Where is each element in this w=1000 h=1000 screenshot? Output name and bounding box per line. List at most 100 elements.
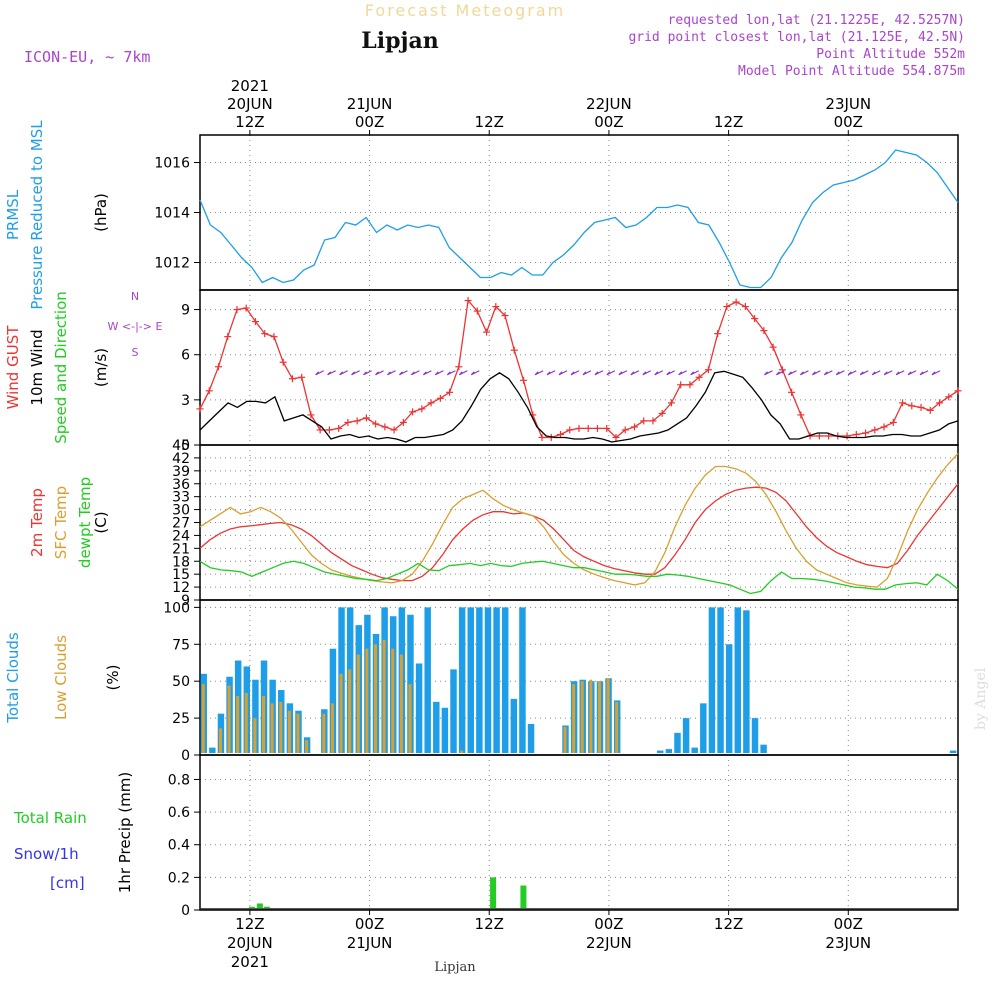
arrow-head: [582, 371, 587, 376]
wind-direction-arrow: [534, 370, 544, 376]
x-tick-label-bottom: 23JUN: [825, 934, 871, 952]
y-tick-label: 18: [172, 554, 190, 570]
wind-direction-arrow: [883, 370, 893, 376]
x-tick-label-top: 12Z: [235, 113, 264, 131]
x-tick-label-bottom: 00Z: [834, 915, 863, 933]
compass-we: W <-|-> E: [108, 320, 163, 333]
wind-direction-arrow: [823, 370, 833, 376]
total-clouds-bar: [527, 724, 535, 753]
low-clouds-bar: [382, 639, 386, 753]
wind-direction-arrow: [859, 370, 869, 376]
gust-marker: [483, 328, 491, 336]
gust-marker: [473, 307, 481, 315]
low-clouds-bar: [572, 684, 576, 753]
arrow-head: [558, 371, 563, 376]
gust-marker: [298, 373, 306, 381]
gust-marker: [501, 312, 509, 320]
gust-marker: [307, 411, 315, 419]
panel-2: 0 3 6 9 Wind GUST 10m Wind Speed and Direction…: [4, 289, 962, 454]
x-tick-label-top: 00Z: [594, 113, 623, 131]
arrow-head: [446, 371, 451, 376]
gust-marker: [436, 394, 444, 402]
gust-marker: [926, 406, 934, 414]
wind-direction-arrow: [919, 370, 929, 376]
gust-marker: [788, 388, 796, 396]
y-axis-label: Wind GUST: [4, 325, 22, 410]
gust-marker: [649, 417, 657, 425]
gust-marker: [945, 393, 953, 401]
wind-direction-arrow: [907, 370, 917, 376]
rain-bar: [256, 903, 263, 908]
wind-direction-arrow: [582, 370, 592, 376]
wind-direction-arrow: [799, 370, 809, 376]
wind-direction-arrow: [895, 370, 905, 376]
x-tick-label-top: 12Z: [714, 113, 743, 131]
wind-direction-arrow: [871, 370, 881, 376]
wind-direction-arrow: [606, 370, 616, 376]
low-clouds-bar: [227, 685, 231, 753]
arrow-head: [895, 371, 900, 376]
total-clouds-bar: [682, 718, 690, 753]
wind-direction-arrow: [470, 370, 480, 376]
rain-bar: [520, 885, 527, 908]
total-clouds-bar: [501, 607, 509, 753]
low-clouds-bar: [218, 728, 222, 753]
wind-direction-arrow: [690, 370, 699, 376]
arrow-head: [764, 371, 768, 376]
wind-direction-arrow: [618, 370, 628, 376]
gust-marker: [557, 430, 565, 438]
gust-marker: [251, 318, 259, 326]
model-altitude: Model Point Altitude 554.875m: [738, 64, 965, 79]
y-tick-label: 42: [172, 451, 190, 467]
gust-marker: [899, 399, 907, 407]
low-clouds-bar: [296, 713, 300, 753]
gust-marker: [224, 333, 232, 341]
gust-marker: [344, 418, 352, 426]
arrow-head: [630, 371, 635, 376]
gust-marker: [723, 303, 731, 311]
gust-marker: [704, 366, 712, 374]
y-tick-label: 0.2: [168, 870, 190, 886]
x-tick-label-top: 23JUN: [825, 95, 871, 113]
arrow-head: [871, 371, 876, 376]
point-altitude: Point Altitude 552m: [816, 47, 965, 62]
low-clouds-bar: [262, 695, 266, 753]
total-clouds-bar: [725, 644, 733, 753]
gust-marker: [196, 405, 204, 413]
arrow-head: [883, 371, 888, 376]
gust-marker: [871, 426, 879, 434]
gust-marker: [325, 426, 333, 434]
requested-coords: requested lon,lat (21.1225E, 42.5257N): [668, 13, 965, 28]
total-clouds-bar: [441, 707, 449, 753]
wind-direction-arrow: [458, 370, 468, 376]
panel-1: 1012 1014 1016 PRMSL Pressure Reduced to MSL…: [4, 120, 959, 310]
wind-direction-arrow: [558, 370, 568, 376]
wind-direction-arrow: [434, 370, 444, 376]
wind-direction-arrow: [411, 370, 420, 376]
gust-marker: [261, 330, 269, 338]
wind-direction-arrow: [835, 370, 845, 376]
total-clouds-bar: [415, 663, 423, 753]
gust-marker: [575, 424, 583, 432]
gust-marker: [621, 426, 629, 434]
unit-label: (C): [92, 511, 110, 533]
total-clouds-bar: [743, 610, 750, 753]
gust-marker: [372, 420, 380, 428]
arrow-head: [422, 371, 427, 376]
y-axis-label: PRMSL: [4, 189, 22, 240]
arrow-head: [315, 371, 320, 376]
y-tick-label: 9: [181, 303, 190, 319]
snow-legend: Snow/1h: [14, 845, 79, 863]
gust-marker: [316, 426, 324, 434]
panel-frame: [199, 134, 959, 291]
gust-marker: [714, 330, 722, 338]
gust-marker: [464, 297, 472, 305]
low-clouds-bar: [339, 673, 343, 753]
y-tick-label: 0: [181, 903, 190, 919]
unit-label: (m/s): [92, 348, 110, 387]
unit-label: (hPa): [92, 193, 110, 232]
y-axis-label: Total Clouds: [4, 632, 22, 724]
total-clouds-bar: [510, 698, 518, 753]
y-axis-label: Speed and Direction: [52, 291, 70, 444]
gust-marker: [362, 414, 370, 422]
